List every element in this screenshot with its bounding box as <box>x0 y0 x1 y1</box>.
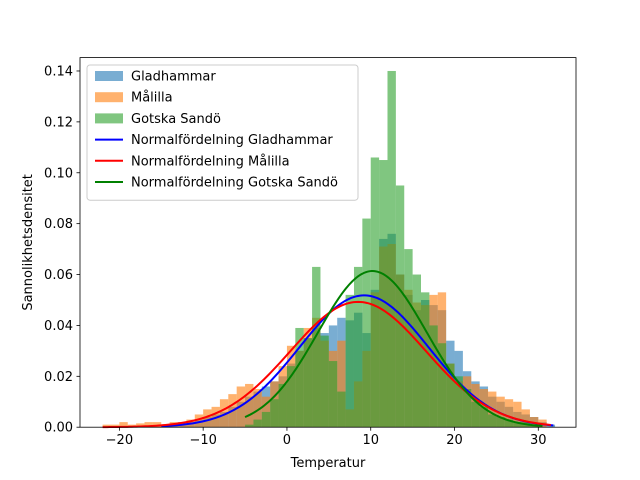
normal-curve-2 <box>244 270 543 428</box>
y-axis-ticks: 0.00 0.02 0.04 0.06 0.08 0.10 0.12 0.14 <box>44 64 80 436</box>
hist-bar-2-11 <box>337 391 346 428</box>
legend-label-0: Gladhammar <box>131 70 216 85</box>
hist-bar-2-19 <box>404 249 413 428</box>
legend-swatch-1 <box>95 92 123 103</box>
hist-bar-2-18 <box>395 185 405 428</box>
legend-label-4: Normalfördelning Målilla <box>131 154 290 169</box>
legend-swatch-0 <box>95 71 123 81</box>
x-tick-label-2: 0 <box>283 433 291 448</box>
hist-bar-2-3 <box>270 399 279 428</box>
x-tick-label-0: −20 <box>106 433 133 448</box>
hist-bar-2-28 <box>479 406 489 428</box>
x-axis-ticks: −20 −10 0 10 20 30 <box>106 427 547 448</box>
legend: Gladhammar Målilla Gotska Sandö Normalförde… <box>86 64 359 201</box>
x-tick-label-1: −10 <box>189 433 216 448</box>
hist-bar-2-6 <box>295 327 304 428</box>
hist-bar-2-26 <box>462 389 472 428</box>
hist-bar-1-17 <box>245 383 254 428</box>
hist-bar-2-25 <box>454 376 463 428</box>
hist-bar-2-23 <box>437 343 447 428</box>
hist-bar-2-7 <box>303 338 313 428</box>
hist-bar-1-2 <box>119 422 128 428</box>
hist-bar-2-16 <box>379 160 388 428</box>
y-tick-label-2: 0.04 <box>44 319 73 334</box>
hist-bar-1-14 <box>219 399 229 428</box>
hist-bar-2-12 <box>345 294 354 428</box>
y-axis-label: Sannolikhetsdensitet <box>21 174 36 311</box>
hist-bar-1-49 <box>513 401 522 428</box>
hist-bar-2-15 <box>370 157 380 428</box>
hist-bar-2-10 <box>328 361 338 428</box>
hist-bar-2-9 <box>320 335 329 428</box>
hist-bar-2-27 <box>471 401 480 428</box>
hist-bar-2-20 <box>412 274 421 428</box>
hist-bar-1-48 <box>504 399 514 428</box>
hist-bar-2-32 <box>513 422 522 428</box>
hist-bar-2-4 <box>278 383 287 428</box>
x-tick-label-3: 10 <box>362 433 379 448</box>
hist-bar-2-24 <box>446 363 455 428</box>
hist-bar-1-0 <box>102 424 111 428</box>
axes-frame <box>79 57 577 428</box>
x-tick-label-5: 30 <box>530 433 547 448</box>
normal-curves <box>102 270 554 429</box>
hist-bar-2-31 <box>504 419 514 428</box>
y-tick-label-6: 0.12 <box>44 115 73 130</box>
hist-bar-2-14 <box>362 218 371 428</box>
hist-bar-1-50 <box>521 409 530 428</box>
hist-bar-2-21 <box>421 292 430 428</box>
x-axis-label: Temperatur <box>290 456 366 471</box>
y-tick-label-7: 0.14 <box>44 64 73 79</box>
hist-bar-1-28 <box>337 340 346 428</box>
hist-bar-2-17 <box>387 70 396 428</box>
legend-label-1: Målilla <box>131 91 173 106</box>
hist-bar-2-0 <box>245 424 254 428</box>
hist-bar-2-22 <box>429 325 438 428</box>
hist-bar-2-1 <box>253 419 262 428</box>
hist-bar-2-8 <box>312 266 321 428</box>
legend-label-3: Normalfördelning Gladhammar <box>131 133 333 148</box>
x-tick-label-4: 20 <box>446 433 463 448</box>
y-tick-label-0: 0.00 <box>44 421 73 436</box>
legend-label-5: Normalfördelning Gotska Sandö <box>131 176 338 191</box>
hist-bar-1-4 <box>136 423 145 428</box>
hist-bar-1-1 <box>111 424 120 428</box>
hist-bar-1-12 <box>203 409 212 428</box>
hist-bar-2-2 <box>261 411 271 428</box>
hist-bar-1-5 <box>144 422 153 428</box>
legend-label-2: Gotska Sandö <box>131 112 221 127</box>
normal-curve-1 <box>102 300 551 429</box>
y-tick-label-1: 0.02 <box>44 370 73 385</box>
hist-bar-2-30 <box>496 417 505 428</box>
hist-bar-2-13 <box>353 266 363 428</box>
legend-swatch-2 <box>95 113 123 124</box>
hist-bar-1-11 <box>194 414 204 428</box>
hist-bar-1-18 <box>253 389 262 428</box>
hist-bar-2-5 <box>286 366 296 428</box>
hist-bar-2-29 <box>488 414 497 428</box>
y-tick-label-3: 0.06 <box>44 268 73 283</box>
y-tick-label-5: 0.10 <box>44 166 73 181</box>
hist-bar-1-47 <box>496 396 505 428</box>
legend-box <box>86 64 359 201</box>
y-tick-label-4: 0.08 <box>44 217 73 232</box>
